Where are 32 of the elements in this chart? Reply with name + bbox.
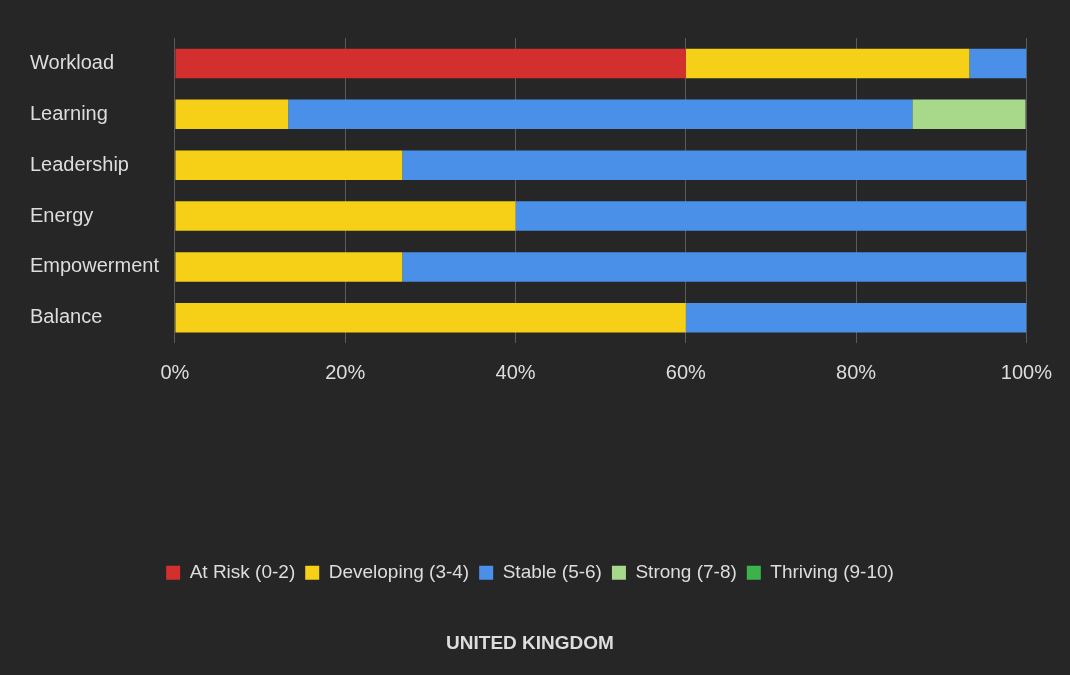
legend-label: Stable (5-6) (502, 560, 602, 582)
x-tick-label: 80% (836, 360, 877, 383)
y-tick-label: Energy (30, 203, 94, 226)
bar (402, 150, 1027, 180)
x-tick-label: 100% (1000, 360, 1053, 383)
y-tick-label: Empowerment (30, 254, 160, 277)
bar (175, 99, 289, 130)
text: UNITED KINGDOM (446, 631, 614, 653)
legend-label: At Risk (0-2) (189, 560, 296, 582)
bar (685, 303, 1027, 333)
y-tick-label: Balance (30, 305, 103, 328)
bar (969, 48, 1027, 79)
bar (515, 201, 1027, 231)
x-tick-label: 40% (495, 360, 536, 383)
bar (175, 48, 686, 79)
bar (288, 99, 913, 130)
bar (175, 303, 686, 333)
bar (402, 252, 1027, 282)
y-tick-label: Leadership (30, 152, 129, 175)
bar (175, 252, 403, 282)
legend-label: Strong (7-8) (635, 560, 737, 582)
bar (912, 99, 1026, 130)
x-tick-label: 60% (665, 360, 707, 383)
x-tick-label: 0% (160, 360, 190, 383)
x-tick-label: 20% (325, 360, 366, 383)
bar (175, 201, 516, 231)
legend-label: Developing (3-4) (328, 560, 470, 582)
bar (175, 150, 403, 180)
y-tick-label: Workload (30, 50, 115, 73)
y-tick-label: Learning (30, 101, 108, 124)
bar (685, 48, 970, 79)
legend-label: Thriving (9-10) (770, 560, 894, 582)
